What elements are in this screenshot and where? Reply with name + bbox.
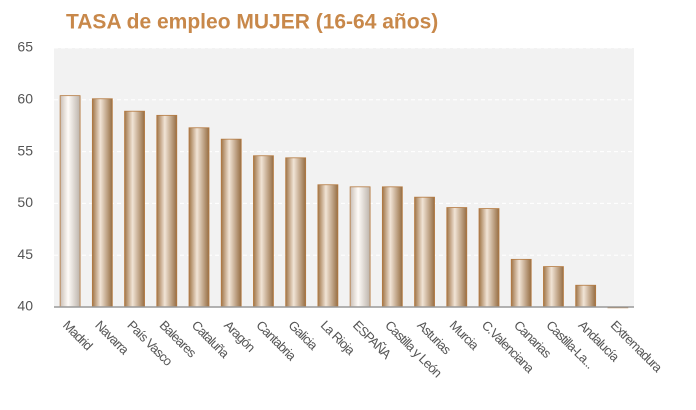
- bar: [91, 98, 113, 308]
- y-tick-label: 65: [17, 39, 33, 55]
- x-tick-label: La Rioja: [318, 318, 359, 359]
- bar: [414, 196, 435, 308]
- bar: [446, 207, 468, 308]
- bar: [253, 155, 274, 308]
- bar: [317, 184, 339, 308]
- y-tick-label: 60: [17, 91, 33, 107]
- bar: [124, 110, 145, 308]
- x-tick-label: Navarra: [92, 318, 132, 358]
- bar: [575, 284, 597, 308]
- bar: [381, 186, 403, 308]
- bar: [285, 157, 307, 308]
- y-tick-label: 50: [17, 194, 33, 210]
- bar: [478, 208, 500, 308]
- bar: [59, 95, 81, 308]
- bar: [188, 127, 210, 308]
- bar: [543, 266, 564, 308]
- bar: [220, 138, 242, 308]
- x-tick-label: Madrid: [60, 318, 96, 354]
- plot-area: [54, 48, 634, 307]
- y-tick-label: 40: [17, 298, 33, 314]
- chart-title: TASA de empleo MUJER (16-64 años): [66, 11, 438, 34]
- y-tick-label: 55: [17, 142, 33, 158]
- x-tick-label: Murcia: [447, 318, 483, 354]
- bar: [156, 114, 178, 308]
- bar: [349, 186, 371, 308]
- y-tick-label: 45: [17, 246, 33, 262]
- bar: [510, 258, 532, 308]
